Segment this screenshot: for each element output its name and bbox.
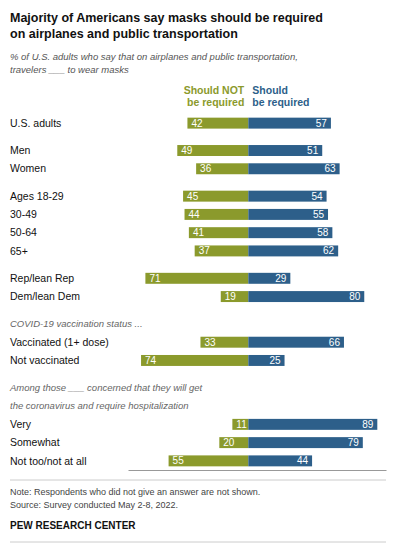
- bar: [195, 245, 249, 256]
- bar: [248, 455, 312, 466]
- text-line: be required: [187, 96, 244, 108]
- data-label: 44: [297, 455, 309, 466]
- category-label: Not vaccinated: [10, 354, 80, 366]
- bar: [145, 273, 248, 284]
- data-label: 79: [348, 437, 360, 448]
- text-line: be required: [252, 96, 309, 108]
- annotation: the coronavirus and require hospitalizat…: [10, 400, 189, 411]
- data-label: 45: [187, 191, 199, 202]
- category-label: Men: [10, 144, 31, 156]
- data-label: 66: [329, 337, 341, 348]
- bar: [248, 118, 331, 129]
- chart: Majority of Americans say masks should b…: [0, 0, 396, 554]
- bar: [189, 227, 248, 238]
- bar: [248, 227, 332, 238]
- bar: [196, 163, 248, 174]
- data-label: 55: [313, 209, 325, 220]
- bar: [200, 337, 248, 348]
- text-line: travelers ___ to wear masks: [10, 64, 129, 75]
- annotation: COVID-19 vaccination status ...: [10, 318, 143, 329]
- category-label: Somewhat: [10, 436, 60, 448]
- text-line: Should: [252, 84, 288, 96]
- title: Majority of Americans say masks should b…: [10, 11, 323, 41]
- data-label: 62: [323, 245, 335, 256]
- note: Source: Survey conducted May 2-8, 2022.: [10, 500, 178, 510]
- bar: [248, 437, 363, 448]
- data-label: 29: [275, 273, 287, 284]
- category-label: Ages 18-29: [10, 190, 64, 202]
- data-label: 33: [204, 337, 216, 348]
- category-label: Women: [10, 162, 46, 174]
- separator: [10, 480, 386, 481]
- data-label: 55: [173, 455, 185, 466]
- source: PEW RESEARCH CENTER: [10, 520, 136, 531]
- bar: [187, 118, 248, 129]
- category-label: 50-64: [10, 226, 37, 238]
- data-label: 80: [349, 291, 361, 302]
- bar: [177, 145, 248, 156]
- data-label: 19: [225, 291, 237, 302]
- separator: [10, 542, 386, 543]
- text-line: on airplanes and public transportation: [10, 27, 238, 41]
- data-label: 51: [307, 145, 319, 156]
- subtitle: % of U.S. adults who say that on airplan…: [10, 51, 298, 75]
- bar: [248, 273, 290, 284]
- text-line: Majority of Americans say masks should b…: [10, 11, 323, 25]
- bar: [248, 191, 326, 202]
- column-header: Shouldbe required: [252, 84, 309, 108]
- bar: [219, 437, 248, 448]
- bar: [183, 191, 248, 202]
- bar: [248, 291, 364, 302]
- bar: [248, 337, 344, 348]
- data-label: 25: [269, 355, 281, 366]
- data-label: 58: [317, 227, 329, 238]
- note: Note: Respondents who did not give an an…: [10, 487, 260, 497]
- bar: [141, 355, 248, 366]
- category-label: Dem/lean Dem: [10, 290, 80, 302]
- category-label: Very: [10, 418, 32, 430]
- annotation: Among those ___ concerned that they will…: [9, 382, 203, 393]
- bar: [221, 291, 249, 302]
- text-line: % of U.S. adults who say that on airplan…: [10, 51, 298, 62]
- bars: [141, 118, 377, 467]
- category-label: 30-49: [10, 208, 37, 220]
- data-label: 71: [149, 273, 161, 284]
- bar: [248, 163, 339, 174]
- data-label: 63: [324, 163, 336, 174]
- bar: [169, 455, 249, 466]
- x-axis-line: [129, 470, 387, 471]
- data-label: 42: [191, 118, 203, 129]
- bar: [248, 245, 338, 256]
- category-label: 65+: [10, 245, 28, 257]
- data-label: 37: [199, 245, 211, 256]
- category-label: U.S. adults: [10, 117, 61, 129]
- data-label: 36: [200, 163, 212, 174]
- category-label: Not too/not at all: [10, 455, 86, 467]
- data-label: 49: [181, 145, 193, 156]
- data-label: 20: [223, 437, 235, 448]
- data-label: 54: [311, 191, 323, 202]
- text-line: Should NOT: [184, 84, 245, 96]
- category-label: Vaccinated (1+ dose): [10, 336, 109, 348]
- bar: [248, 355, 284, 366]
- data-label: 44: [189, 209, 201, 220]
- data-label: 11: [236, 419, 247, 430]
- bar: [248, 419, 377, 430]
- bar: [185, 209, 249, 220]
- bar: [232, 419, 248, 430]
- labels: 42 57 U.S. adults 49 51 Men 36 63 Women 45 54 Ages …: [9, 117, 374, 467]
- data-label: 89: [362, 419, 374, 430]
- category-label: Rep/lean Rep: [10, 272, 74, 284]
- data-label: 41: [193, 227, 205, 238]
- bar: [248, 209, 328, 220]
- data-label: 57: [316, 118, 328, 129]
- x-axis: [129, 470, 387, 471]
- bar: [248, 145, 322, 156]
- data-label: 74: [145, 355, 157, 366]
- column-header: Should NOTbe required: [184, 84, 245, 108]
